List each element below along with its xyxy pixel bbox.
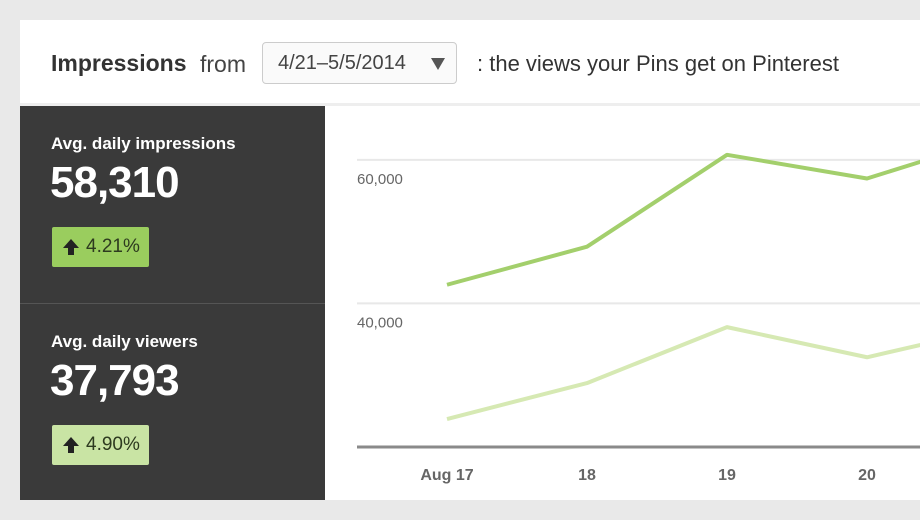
change-badge: 4.21% — [52, 227, 149, 267]
card: Impressions from 4/21–5/5/2014 : the vie… — [20, 20, 920, 500]
header-title: Impressions — [51, 50, 187, 76]
y-tick-label: 60,000 — [357, 171, 403, 188]
x-tick-label: 18 — [578, 467, 596, 484]
dropdown-arrow — [431, 58, 445, 70]
header-description: : the views your Pins get on Pinterest — [477, 51, 839, 76]
stat-value: 58,310 — [50, 158, 180, 207]
header: Impressions from 4/21–5/5/2014 : the vie… — [20, 20, 920, 106]
change-text: 4.21% — [86, 236, 140, 257]
date-range: 4/21–5/5/2014 — [278, 52, 406, 74]
stats-panel: Avg. daily impressions 58,310 4.21% Avg. da… — [20, 106, 325, 500]
stat-block: Avg. daily viewers 37,793 4.90% — [20, 303, 325, 500]
change-text: 4.90% — [86, 434, 140, 455]
stat-value: 37,793 — [50, 356, 180, 405]
x-tick-label: 19 — [718, 467, 736, 484]
up-arrow-icon — [63, 437, 79, 453]
stat-label: Avg. daily viewers — [51, 332, 198, 351]
date-dropdown[interactable]: 4/21–5/5/2014 — [262, 42, 457, 84]
header-from: from — [200, 51, 246, 77]
up-arrow-icon — [63, 239, 79, 255]
x-tick-label: 20 — [858, 467, 876, 484]
change-badge: 4.90% — [52, 425, 149, 465]
series-line — [446, 152, 920, 287]
stat-block: Avg. daily impressions 58,310 4.21% — [20, 106, 325, 302]
y-tick-label: 40,000 — [357, 314, 403, 331]
x-tick-label: Aug 17 — [420, 467, 473, 484]
series-line — [446, 325, 920, 421]
stat-label: Avg. daily impressions — [51, 134, 236, 153]
chart: 40,000 60,000 Aug 17 18 19 20 — [357, 152, 920, 484]
